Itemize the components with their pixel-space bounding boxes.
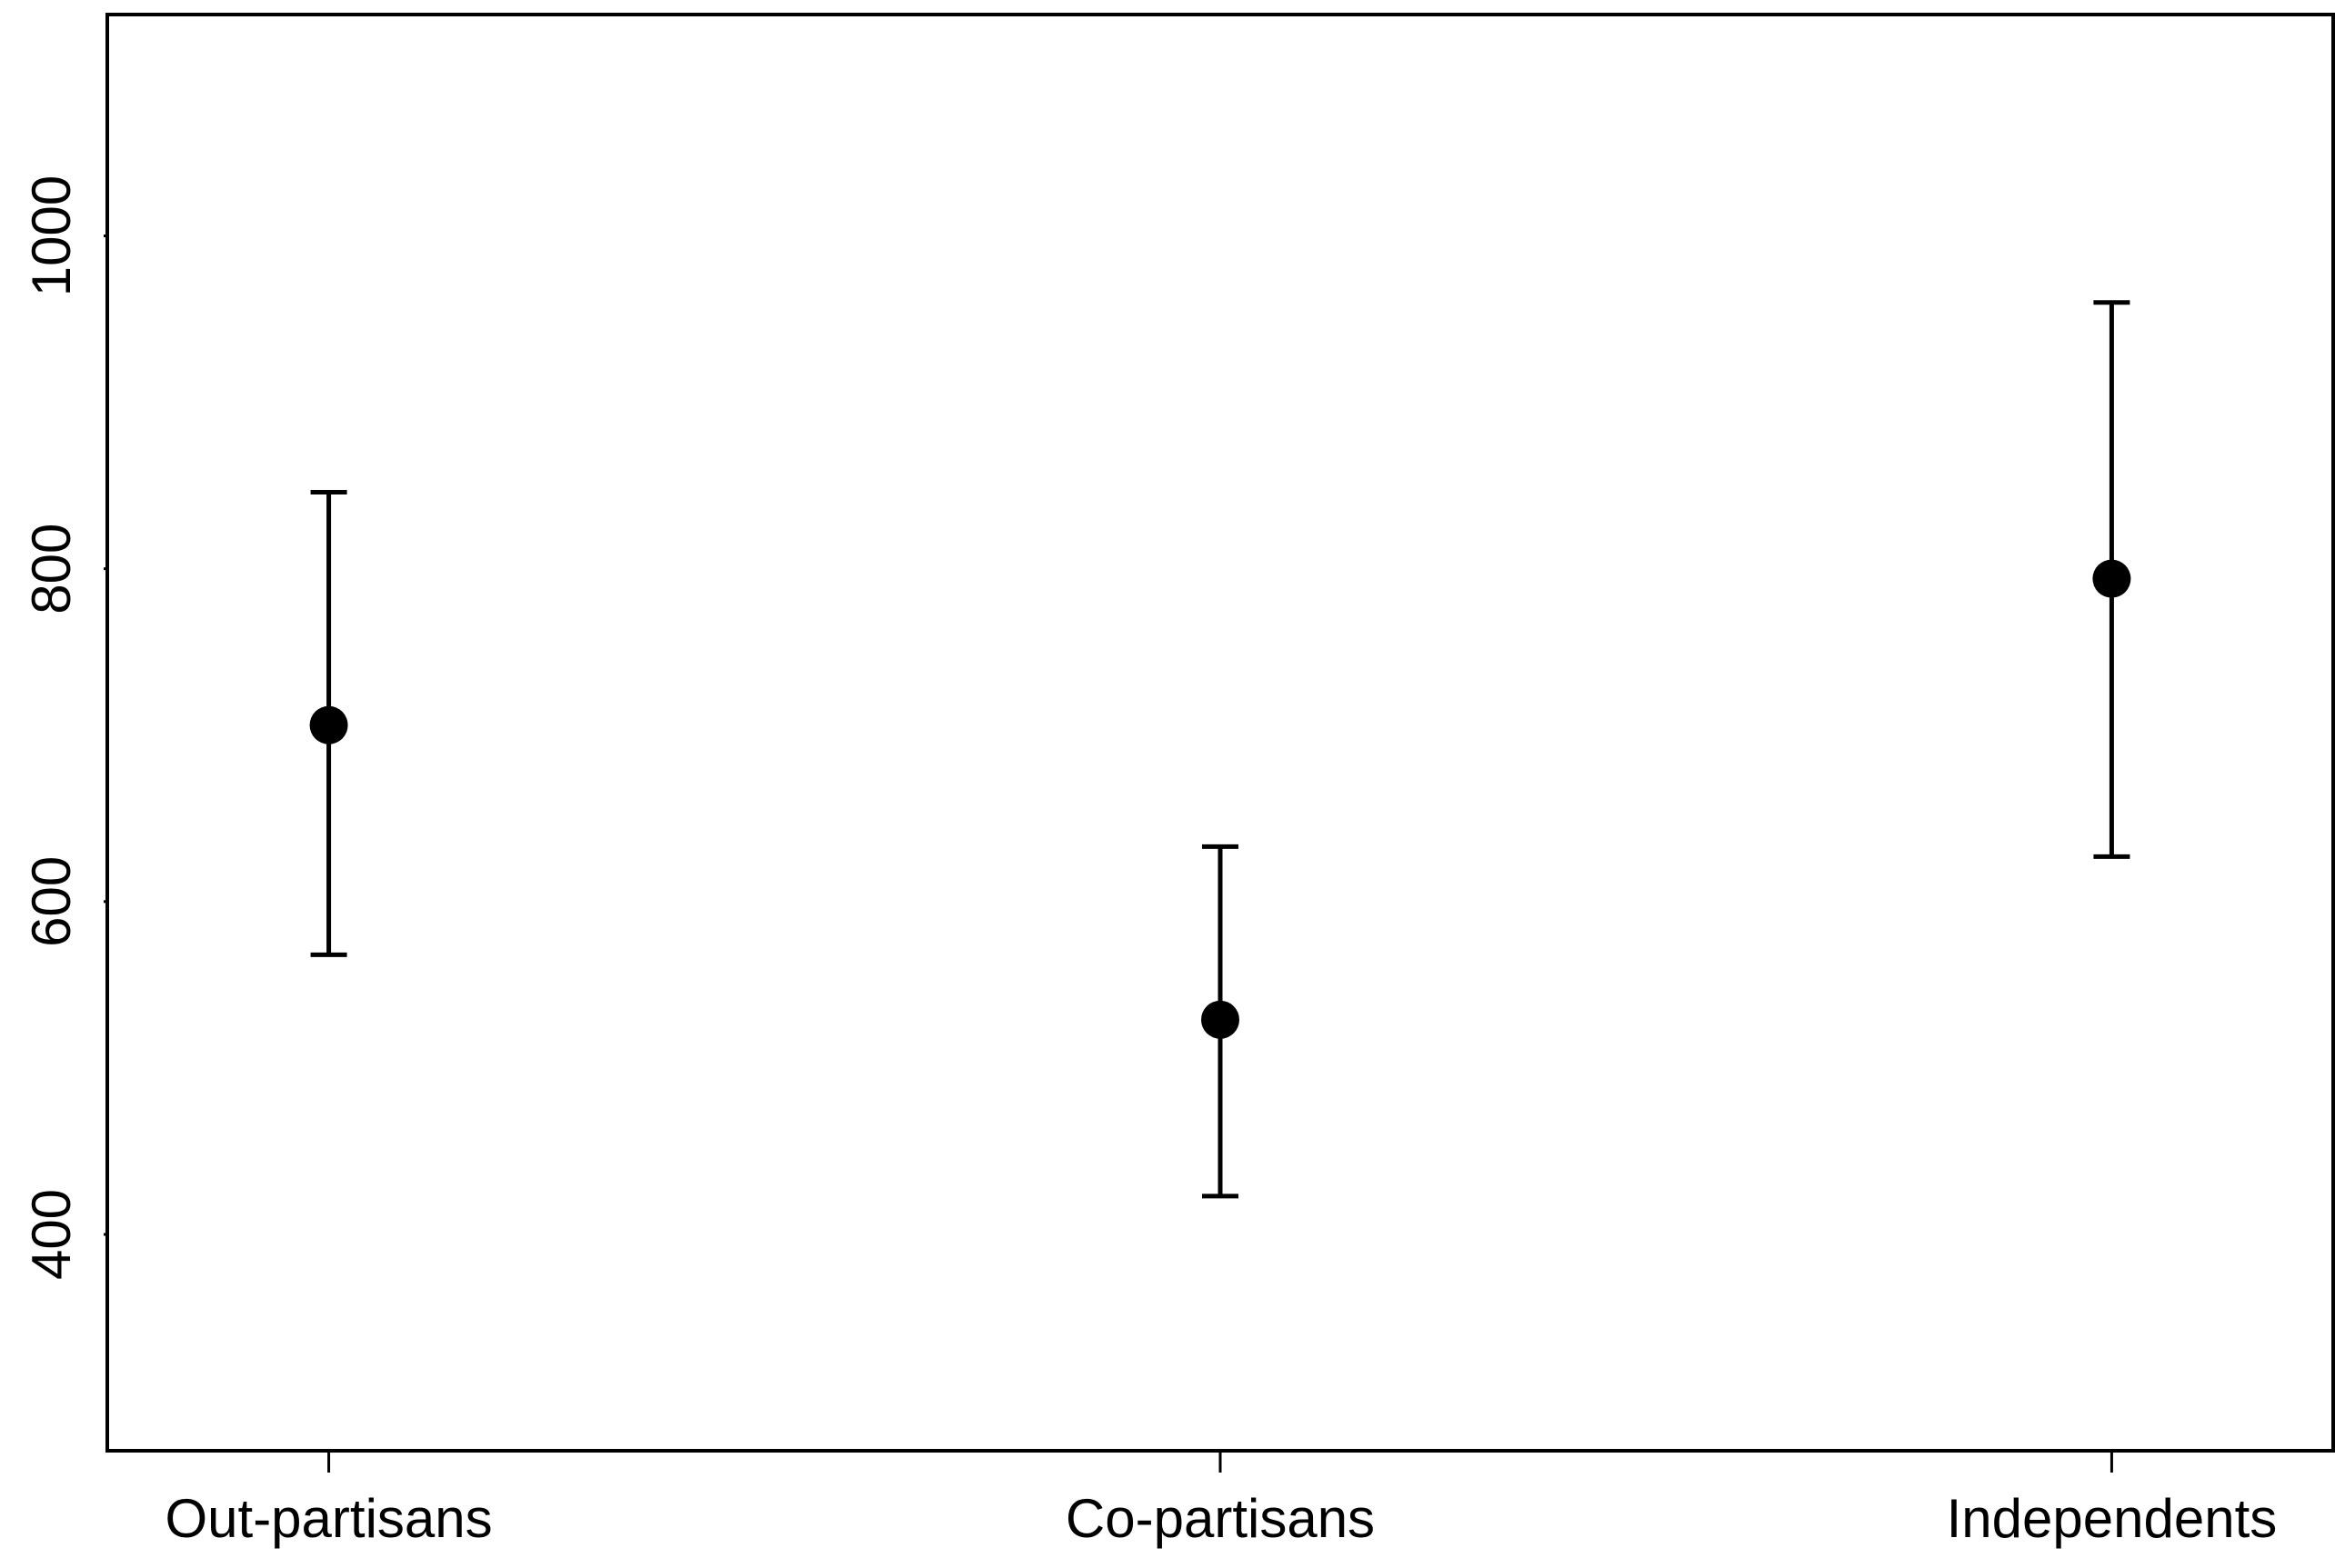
x-tick-label: Out-partisans — [165, 1488, 492, 1549]
x-tick-label: Independents — [1947, 1488, 2278, 1549]
y-tick-label: 800 — [21, 524, 82, 614]
x-tick-label: Co-partisans — [1066, 1488, 1375, 1549]
y-tick-label: 400 — [21, 1189, 82, 1280]
y-tick-label: 600 — [21, 856, 82, 947]
point — [2092, 559, 2131, 598]
point — [309, 705, 348, 744]
point — [1201, 1000, 1239, 1039]
y-tick-label: 1000 — [21, 175, 82, 296]
plot-frame — [105, 13, 2335, 1453]
